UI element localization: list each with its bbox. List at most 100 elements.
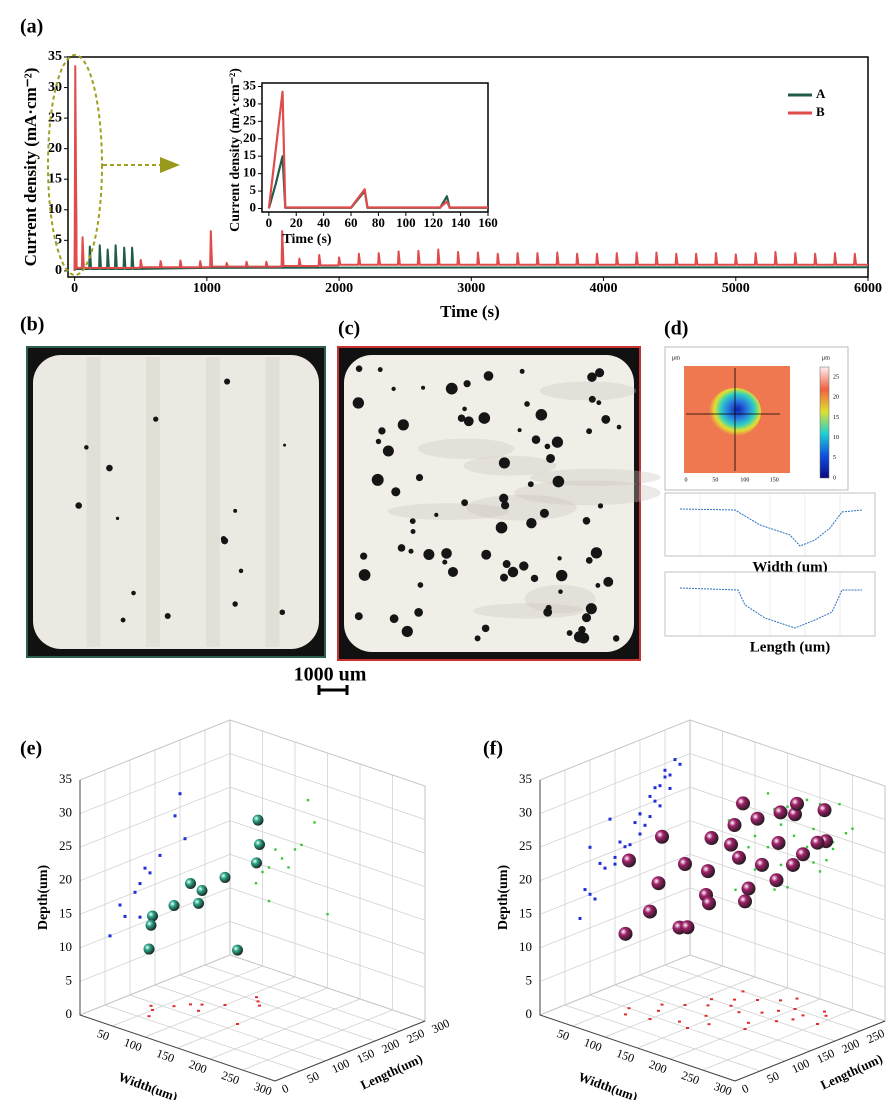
pit [421,385,426,390]
wall-projection [844,832,848,835]
pit [75,502,82,509]
point [741,881,756,896]
floor-projection [624,1013,627,1016]
pit [530,574,539,583]
highlight-ellipse [47,54,103,276]
point [790,796,804,811]
panel-label: (c) [338,318,360,340]
floor-projection [743,1028,747,1030]
x-tick-label: 140 [451,215,471,230]
z-tick-label: 30 [519,805,532,820]
pit [164,613,171,620]
colorbar-tick-label: 10 [833,435,839,441]
point [796,847,810,862]
z-tick-label: 5 [526,972,533,987]
pit [463,380,471,388]
y-tick-label: 0 [280,1081,291,1096]
pit [596,400,602,406]
wall-projection [300,843,303,847]
floor-projection [657,1009,660,1012]
point [185,878,196,890]
wall-projection [818,870,822,873]
y-tick-label: 20 [48,141,62,156]
floor-projection [793,1008,797,1010]
floor-projection [779,999,782,1002]
pit [283,443,287,447]
x-axis-label: Width(um) [576,1069,639,1100]
x-tick-label: 300 [252,1079,274,1098]
y-tick-label: 35 [243,77,257,92]
pit [401,625,413,638]
wall-projection [178,792,182,796]
wall-projection [648,794,652,798]
floor-projection [824,1014,828,1017]
y-tick-label: 50 [305,1068,322,1086]
grid-line [242,1009,393,1071]
z-axis-label: Depth(um) [496,865,511,931]
colorbar-unit: μm [822,355,830,361]
pit [382,445,394,457]
x-tick-label: 5000 [722,281,750,296]
wall-projection [678,762,682,766]
pit [417,582,424,588]
point [786,857,800,872]
wall-projection [838,802,841,806]
point [769,873,784,888]
wall-projection [326,912,329,916]
z-tick-label: 35 [519,771,532,786]
floor-projection [648,1018,652,1020]
wall-projection [851,827,854,830]
x-tick-label: 100 [396,215,416,230]
point [618,926,633,941]
floor-projection [777,1009,780,1012]
panel-label: (a) [20,16,43,38]
point [147,910,158,922]
wall-projection [118,903,122,907]
pit [573,631,585,643]
wall-projection [603,866,607,870]
wall-projection [623,845,627,849]
y-tick-label: 20 [243,130,256,145]
pit [415,473,424,482]
floor-projection [627,1007,631,1010]
wall-projection [779,823,783,826]
plot-frame [261,82,489,213]
pit [581,613,592,623]
profile-line [679,508,863,547]
pit [389,614,399,624]
panel-label: (f) [483,738,503,760]
wall-projection [658,784,662,788]
x-tick-label: 60 [345,215,358,230]
map-tick-label: 150 [770,477,779,483]
scale-bar-label: 1000 um [294,664,367,686]
colorbar [819,366,830,479]
y-tick-label: 300 [890,1016,891,1036]
wall-projection [673,758,677,762]
x-tick-label: 50 [555,1026,571,1043]
wall-projection [293,848,297,851]
wall-projection [773,888,776,891]
point [771,835,786,850]
wall-projection [747,846,750,849]
pit [587,372,597,382]
x-tick-label: 200 [187,1057,209,1076]
x-axis-label: Width(um) [116,1069,179,1100]
y-tick-label: 0 [55,263,62,278]
wall-projection [653,799,657,803]
point [196,884,208,896]
y-tick-label: 30 [243,95,256,110]
pit [371,473,384,486]
pit [434,512,439,517]
z-tick-label: 20 [519,872,532,887]
pit [582,517,591,525]
wall-projection [254,882,258,885]
pit [391,487,401,497]
z-tick-label: 0 [66,1006,73,1021]
z-tick-label: 10 [59,939,72,954]
profile-label: Length (um) [750,639,830,655]
z-tick-label: 15 [519,905,532,920]
z-tick-label: 15 [59,905,72,920]
floor-projection [747,1021,750,1024]
floor-projection [189,1003,192,1006]
